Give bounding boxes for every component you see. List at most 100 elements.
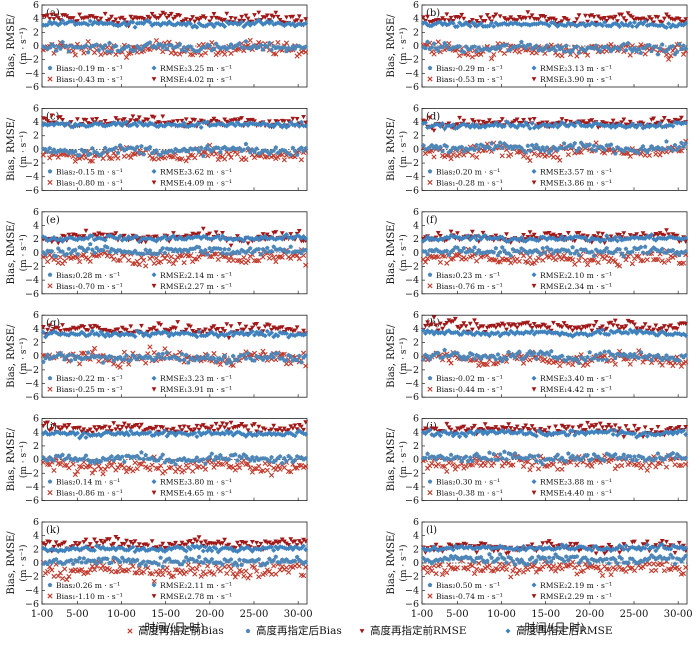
rmse_before-point <box>623 18 629 24</box>
rmse_before-point <box>222 117 228 122</box>
bias_before-point <box>653 151 659 157</box>
stat-rmse-after: RMSE₂3.62 m · s⁻¹ <box>160 167 232 176</box>
rmse_before-point <box>179 118 185 124</box>
rmse_before-point <box>591 14 597 20</box>
bias_after-point <box>154 45 159 50</box>
bias_after-point <box>269 248 274 254</box>
bias_before-point <box>185 155 191 161</box>
rmse_before-point <box>232 117 238 122</box>
rmse_after-point <box>222 23 228 29</box>
bias_after-point <box>623 47 629 53</box>
rmse_before-point <box>89 14 95 19</box>
y-axis-unit: (m · s⁻¹) <box>398 441 409 478</box>
bias_before-point <box>474 258 480 264</box>
bias_after-point <box>435 48 441 53</box>
bias_before-point <box>230 257 236 264</box>
bias_after-point <box>525 143 531 148</box>
bias_after-point <box>296 353 302 358</box>
rmse_before-point <box>610 323 616 328</box>
bias_after-point <box>572 140 578 146</box>
rmse_before-point <box>164 15 170 21</box>
rmse_before-point <box>211 12 217 17</box>
stat-marker-rmse-before <box>151 387 157 392</box>
bias_after-point <box>87 241 93 247</box>
series-points <box>40 10 309 60</box>
panel-label: (f) <box>426 215 438 226</box>
bias_after-point <box>551 45 556 50</box>
rmse_after-point <box>66 120 72 126</box>
bias_before-point <box>166 258 172 265</box>
bias_before-point <box>215 256 221 262</box>
bias_before-point <box>181 260 187 266</box>
stat-marker-bias-after <box>47 479 53 484</box>
bias_after-point <box>683 46 688 51</box>
bias_after-point <box>670 247 676 253</box>
bias_after-point <box>527 148 533 153</box>
bias_after-point <box>265 245 270 250</box>
y-tick-label: −2 <box>25 55 39 66</box>
rmse_before-point <box>200 226 206 232</box>
stat-rmse-after: RMSE₂3.23 m · s⁻¹ <box>160 374 232 383</box>
y-axis-label: Bias, RMSE/ <box>386 221 397 285</box>
bias_before-point <box>111 256 117 262</box>
rmse_before-point <box>183 117 189 122</box>
bias_after-point <box>201 153 206 158</box>
bias_before-point <box>574 53 580 59</box>
stat-marker-rmse-after <box>151 65 157 71</box>
rmse_before-point <box>478 15 484 20</box>
rmse_after-point <box>303 123 309 129</box>
bias_after-point <box>100 360 106 365</box>
bias_after-point <box>649 357 654 363</box>
rmse_before-point <box>200 14 206 19</box>
bias_after-point <box>162 250 168 255</box>
bias_before-point <box>275 154 281 160</box>
bias_after-point <box>134 144 140 149</box>
bias_after-point <box>194 455 200 460</box>
bias_after-point <box>559 45 565 50</box>
bias_before-point <box>668 53 674 59</box>
bias_after-point <box>198 145 204 150</box>
bias_after-point <box>117 142 123 148</box>
rmse_before-point <box>136 425 142 430</box>
rmse_before-point <box>661 16 667 21</box>
y-tick-label: 6 <box>413 207 419 218</box>
bias_before-point <box>456 53 463 59</box>
rmse_before-point <box>457 15 462 21</box>
rmse_before-point <box>655 15 661 20</box>
y-tick-label: 6 <box>413 0 419 11</box>
bias_before-point <box>96 358 102 364</box>
y-tick-label: 6 <box>33 207 39 218</box>
bias_before-point <box>501 50 507 57</box>
rmse_after-point <box>666 21 672 27</box>
bias_before-point <box>153 37 159 44</box>
y-axis-title: Bias, RMSE/(m · s⁻¹) <box>6 117 29 181</box>
bias_before-point <box>143 263 149 269</box>
bias_before-point <box>172 51 179 57</box>
rmse_before-point <box>256 10 262 15</box>
bias_after-point <box>77 152 82 158</box>
y-tick-label: 0 <box>413 455 419 466</box>
bias_before-point <box>104 463 110 470</box>
panel-label: (c) <box>46 111 60 122</box>
bias_after-point <box>559 353 565 358</box>
y-tick-label: 2 <box>413 441 419 452</box>
bias_before-point <box>570 362 576 368</box>
bias_before-point <box>211 350 217 357</box>
y-axis-label: Bias, RMSE/ <box>6 117 17 181</box>
rmse_before-point <box>525 10 531 15</box>
bias_after-point <box>657 46 663 51</box>
bias_before-point <box>181 467 187 474</box>
panel-label: (e) <box>46 215 60 226</box>
bias_before-point <box>478 51 484 58</box>
bias_after-point <box>504 42 509 47</box>
rmse_before-point <box>559 19 565 24</box>
bias_before-point <box>147 467 153 473</box>
y-tick-label: 0 <box>33 351 39 362</box>
bias_after-point <box>256 246 262 252</box>
bias_after-point <box>215 145 221 150</box>
y-tick-label: −2 <box>405 55 419 66</box>
bias_before-point <box>298 157 304 163</box>
bias_after-point <box>617 47 622 52</box>
rmse_before-point <box>493 12 499 17</box>
